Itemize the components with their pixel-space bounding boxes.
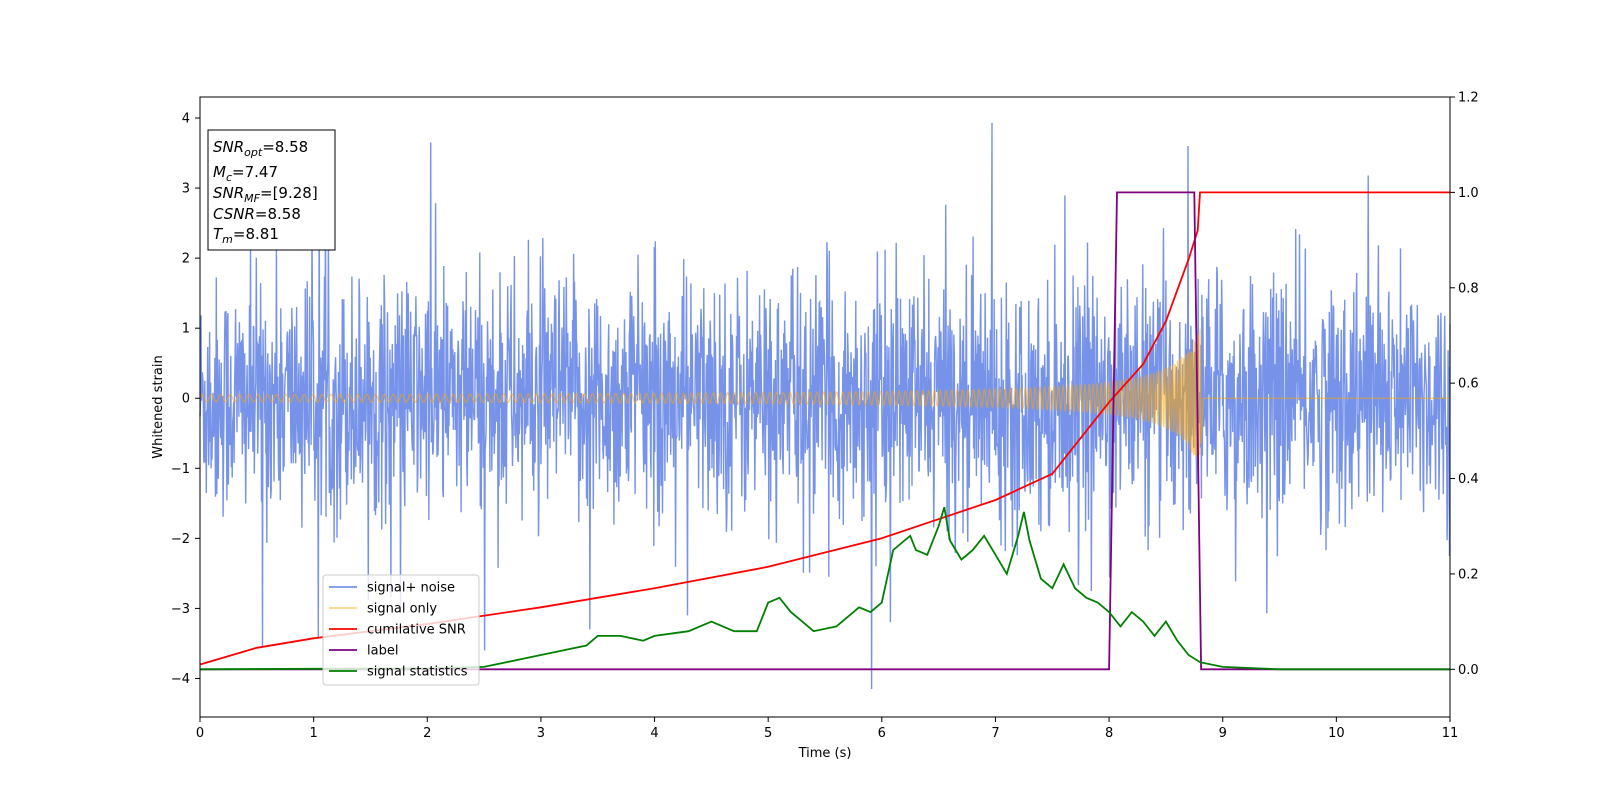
x-tick-label: 1 — [309, 726, 317, 741]
y2-tick-label: 0.6 — [1458, 377, 1479, 392]
series-label-line — [200, 191, 1450, 671]
y2-tick-label: 0.2 — [1458, 567, 1479, 582]
axes-ticks: 0 1 2 3 4 5 6 7 8 9 10 1143210−1−2−3−41.21.00.80.60… — [171, 91, 1479, 742]
y-tick-label: −4 — [171, 672, 190, 687]
info-line: Mc=7.47 — [213, 163, 278, 184]
x-tick-label: 10 — [1328, 726, 1345, 741]
x-tick-label: 0 — [196, 726, 204, 741]
y-tick-label: −1 — [171, 462, 190, 477]
y-tick-label: 3 — [182, 182, 190, 197]
x-tick-label: 4 — [650, 726, 658, 741]
info-line: SNRopt=8.58 — [213, 138, 308, 159]
y2-tick-label: 1.2 — [1458, 91, 1479, 106]
info-line: Tm=8.81 — [213, 225, 279, 246]
x-tick-label: 3 — [537, 726, 545, 741]
series-signal-only-line — [199, 328, 1450, 461]
x-tick-label: 5 — [764, 726, 772, 741]
y-tick-label: −3 — [171, 602, 190, 617]
x-axis-label: Time (s) — [798, 746, 852, 761]
x-tick-label: 8 — [1105, 726, 1113, 741]
x-tick-label: 6 — [878, 726, 886, 741]
x-tick-label: 2 — [423, 726, 431, 741]
x-tick-label: 7 — [991, 726, 999, 741]
x-tick-label: 11 — [1442, 726, 1459, 741]
y2-tick-label: 0.4 — [1458, 472, 1479, 487]
info-line: CSNR=8.58 — [213, 205, 301, 223]
y2-tick-label: 0.8 — [1458, 281, 1479, 296]
legend: signal+ noise signal only cumilative SNR la… — [322, 574, 480, 686]
legend-label: signal only — [367, 602, 437, 617]
legend-frame — [322, 574, 480, 686]
series-signal-statistics-line — [199, 506, 1450, 671]
info-box-frame — [207, 129, 336, 251]
x-tick-label: 9 — [1219, 726, 1227, 741]
y-tick-label: −2 — [171, 532, 190, 547]
info-line: SNRMF=[9.28] — [213, 184, 318, 205]
y2-tick-label: 0.0 — [1458, 663, 1479, 678]
legend-label: cumilative SNR — [367, 623, 466, 638]
y-tick-label: 1 — [182, 322, 190, 337]
legend-label: label — [367, 644, 398, 659]
plot-frame — [199, 96, 1451, 718]
y-axis-label: Whitened strain — [151, 355, 166, 458]
series-signal-noise-line — [199, 122, 1451, 690]
legend-label: signal+ noise — [367, 581, 455, 596]
y-tick-label: 0 — [182, 392, 190, 407]
y-tick-label: 4 — [182, 112, 190, 127]
legend-label: signal statistics — [367, 665, 468, 680]
y2-tick-label: 1.0 — [1458, 186, 1479, 201]
y-tick-label: 2 — [182, 252, 190, 267]
